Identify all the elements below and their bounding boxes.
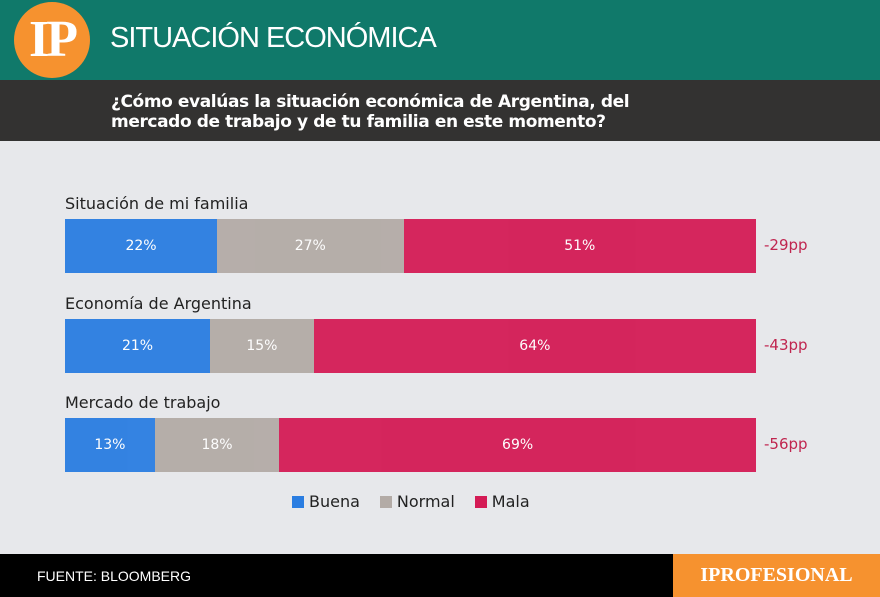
bar-segment-buena: 13% — [65, 418, 155, 472]
bar-segment-normal: 18% — [154, 418, 280, 472]
bar-segment-normal: 15% — [210, 319, 314, 373]
question-band: ¿Cómo evalúas la situación económica de … — [0, 80, 880, 141]
net-balance-label: -43pp — [764, 336, 808, 354]
bar-segment-normal: 27% — [217, 219, 404, 273]
category-label: Economía de Argentina — [65, 294, 252, 313]
survey-question: ¿Cómo evalúas la situación económica de … — [111, 92, 630, 132]
legend-label: Normal — [396, 492, 455, 511]
bar-row: 21% 15% 64% — [65, 319, 756, 373]
bar-row: 22% 27% 51% — [65, 219, 756, 273]
ip-logo: IP — [14, 2, 90, 78]
footer: FUENTE: BLOOMBERG IPROFESIONAL — [0, 554, 880, 597]
bar-segment-buena: 21% — [65, 319, 211, 373]
bar-segment-mala: 64% — [313, 319, 756, 373]
bar-segment-buena: 22% — [65, 219, 218, 273]
source-text: FUENTE: BLOOMBERG — [37, 568, 192, 584]
legend-label: Mala — [491, 492, 530, 511]
net-balance-label: -29pp — [764, 236, 808, 254]
category-label: Mercado de trabajo — [65, 393, 221, 412]
header: IP SITUACIÓN ECONÓMICA — [0, 0, 880, 80]
legend-item: Normal — [379, 492, 455, 511]
category-label: Situación de mi familia — [65, 194, 249, 213]
legend-swatch — [379, 495, 392, 508]
bar-segment-mala: 51% — [403, 219, 756, 273]
page-title: SITUACIÓN ECONÓMICA — [110, 22, 437, 54]
bar-segment-mala: 69% — [279, 418, 756, 472]
bar-row: 13% 18% 69% — [65, 418, 756, 472]
net-balance-label: -56pp — [764, 435, 808, 453]
legend-item: Buena — [292, 492, 360, 511]
legend-swatch — [292, 495, 304, 508]
legend-item: Mala — [474, 492, 530, 511]
brand-logo: IPROFESIONAL — [673, 554, 880, 597]
legend-swatch — [474, 495, 487, 508]
legend-label: Buena — [309, 492, 360, 511]
legend: Buena Normal Mala — [292, 492, 530, 511]
